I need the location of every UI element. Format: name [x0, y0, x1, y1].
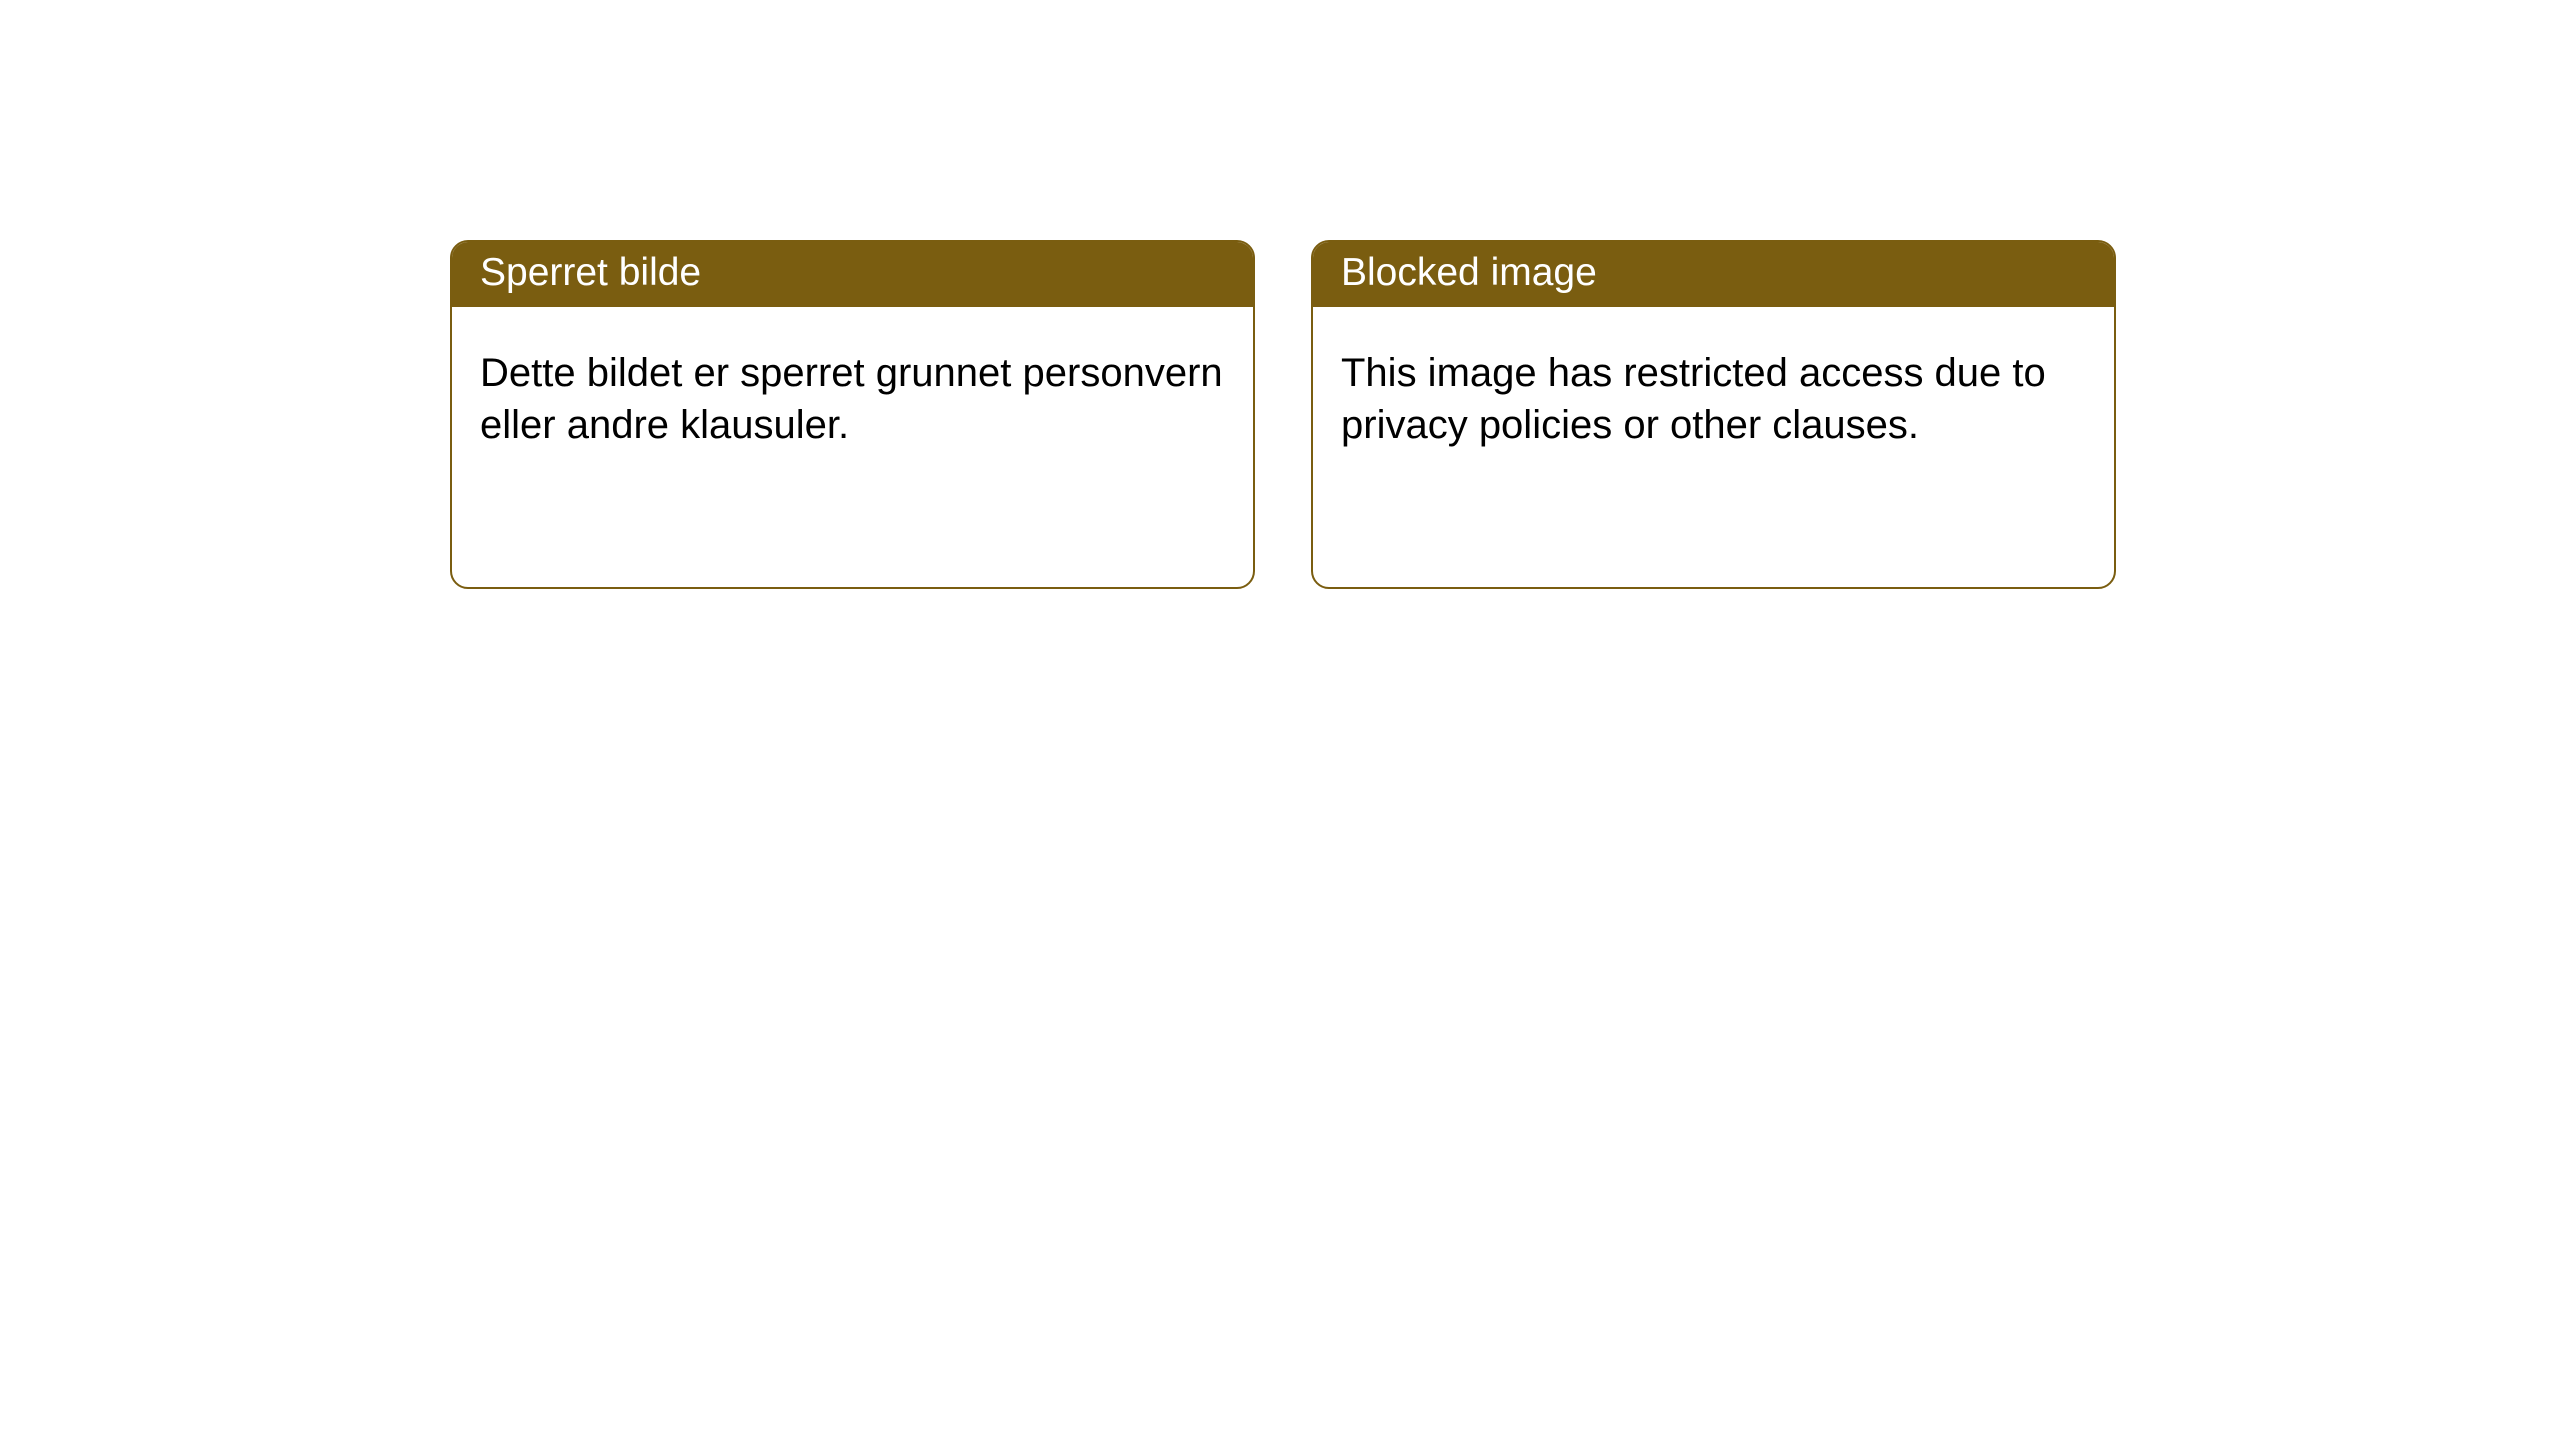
card-body: Dette bildet er sperret grunnet personve… — [452, 307, 1253, 587]
card-message: Dette bildet er sperret grunnet personve… — [480, 347, 1225, 451]
card-body: This image has restricted access due to … — [1313, 307, 2114, 587]
notice-cards-container: Sperret bilde Dette bildet er sperret gr… — [450, 240, 2116, 589]
card-title: Sperret bilde — [480, 251, 701, 294]
card-title: Blocked image — [1341, 251, 1597, 294]
notice-card-norwegian: Sperret bilde Dette bildet er sperret gr… — [450, 240, 1255, 589]
card-message: This image has restricted access due to … — [1341, 347, 2086, 451]
card-header: Blocked image — [1313, 242, 2114, 307]
card-header: Sperret bilde — [452, 242, 1253, 307]
notice-card-english: Blocked image This image has restricted … — [1311, 240, 2116, 589]
